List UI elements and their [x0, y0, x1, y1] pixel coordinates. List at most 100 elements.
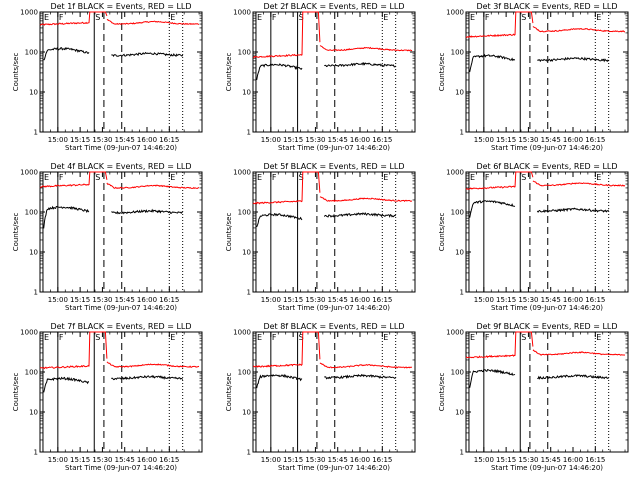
x-tick-label: 15:00 — [48, 296, 68, 304]
y-tick-label: 10 — [242, 249, 251, 257]
panel-title: Det 9f BLACK = Events, RED = LLD — [476, 322, 617, 331]
x-tick-label: 15:15 — [496, 296, 516, 304]
x-tick-label: 15:45 — [115, 136, 135, 144]
y-axis-title: Counts/sec — [12, 53, 20, 92]
x-tick-label: 16:15 — [159, 296, 179, 304]
lld-series-line — [253, 11, 413, 59]
x-tick-label: 15:45 — [541, 136, 561, 144]
x-tick-label: 15:30 — [305, 136, 325, 144]
y-tick-label: 1 — [460, 129, 464, 137]
marker-label: E — [44, 173, 49, 182]
chart-panel-7: Det 7f BLACK = Events, RED = LLD 1 10 100 10… — [12, 322, 203, 472]
x-tick-label: 15:15 — [496, 136, 516, 144]
x-tick-label: 15:00 — [261, 296, 281, 304]
x-axis-title: Start Time (09-Jun-07 14:46:20) — [278, 304, 390, 312]
y-axis-title: Counts/sec — [12, 373, 20, 412]
x-tick-label: 16:15 — [585, 136, 605, 144]
y-tick-label: 100 — [25, 369, 38, 377]
x-tick-label: 15:30 — [518, 296, 538, 304]
chart-panel-3: Det 3f BLACK = Events, RED = LLD 1 10 100 10… — [438, 2, 629, 152]
marker-label: S — [521, 173, 526, 182]
x-tick-label: 15:15 — [283, 136, 303, 144]
x-tick-label: 16:00 — [350, 456, 370, 464]
events-series-line — [43, 205, 183, 229]
x-tick-label: 15:30 — [92, 456, 112, 464]
x-tick-label: 15:15 — [70, 456, 90, 464]
x-axis-title: Start Time (09-Jun-07 14:46:20) — [65, 464, 177, 472]
marker-label: S — [521, 333, 526, 342]
marker-label: E — [44, 333, 49, 342]
x-tick-label: 16:15 — [159, 456, 179, 464]
y-tick-label: 1000 — [20, 9, 38, 17]
marker-label: F — [485, 13, 490, 22]
marker-label: S — [95, 333, 100, 342]
marker-label: F — [272, 333, 277, 342]
lld-series-line — [465, 331, 626, 359]
lld-series-line — [252, 171, 412, 205]
marker-label: F — [59, 333, 64, 342]
chart-panel-1: Det 1f BLACK = Events, RED = LLD 1 10 100 10… — [12, 2, 203, 152]
y-tick-label: 1 — [247, 289, 251, 297]
x-tick-label: 15:00 — [474, 456, 494, 464]
marker-label: E — [257, 13, 262, 22]
x-axis-title: Start Time (09-Jun-07 14:46:20) — [65, 144, 177, 152]
x-tick-label: 15:30 — [305, 296, 325, 304]
marker-label: E — [257, 333, 262, 342]
y-tick-label: 1000 — [233, 169, 251, 177]
marker-label: S — [299, 173, 304, 182]
marker-label: F — [272, 173, 277, 182]
x-tick-label: 16:00 — [350, 296, 370, 304]
chart-panel-8: Det 8f BLACK = Events, RED = LLD 1 10 100 10… — [225, 322, 416, 472]
y-tick-label: 100 — [451, 49, 464, 57]
y-tick-label: 1 — [247, 129, 251, 137]
y-axis-title: Counts/sec — [225, 373, 233, 412]
x-tick-label: 16:00 — [563, 456, 583, 464]
x-tick-label: 16:00 — [350, 136, 370, 144]
panel-title: Det 2f BLACK = Events, RED = LLD — [263, 2, 404, 11]
x-tick-label: 15:45 — [541, 296, 561, 304]
x-tick-label: 15:30 — [518, 456, 538, 464]
x-tick-label: 15:15 — [283, 456, 303, 464]
lld-series-line — [39, 171, 200, 189]
y-tick-label: 10 — [29, 249, 38, 257]
x-axis-title: Start Time (09-Jun-07 14:46:20) — [65, 304, 177, 312]
y-tick-label: 1 — [34, 129, 38, 137]
chart-panel-9: Det 9f BLACK = Events, RED = LLD 1 10 100 10… — [438, 322, 629, 472]
plot-frame — [39, 11, 203, 133]
y-tick-label: 1000 — [233, 329, 251, 337]
events-series-line — [469, 369, 609, 388]
events-series-line — [469, 53, 610, 73]
y-axis-title: Counts/sec — [12, 213, 20, 252]
plot-frame — [39, 171, 203, 293]
plot-frame — [465, 11, 629, 133]
x-tick-label: 16:15 — [585, 456, 605, 464]
y-tick-label: 1 — [460, 449, 464, 457]
x-axis-title: Start Time (09-Jun-07 14:46:20) — [491, 304, 603, 312]
x-tick-label: 15:45 — [115, 456, 135, 464]
y-tick-label: 10 — [455, 409, 464, 417]
x-tick-label: 15:45 — [541, 456, 561, 464]
marker-label: E — [383, 13, 388, 22]
x-tick-label: 15:15 — [70, 296, 90, 304]
x-tick-label: 16:15 — [585, 296, 605, 304]
marker-label: E — [596, 173, 601, 182]
x-tick-label: 15:30 — [305, 456, 325, 464]
chart-panel-2: Det 2f BLACK = Events, RED = LLD 1 10 100 10… — [225, 2, 416, 152]
x-tick-label: 15:15 — [496, 456, 516, 464]
plot-frame — [465, 331, 629, 453]
x-tick-label: 16:00 — [137, 296, 157, 304]
x-tick-label: 15:00 — [261, 136, 281, 144]
panel-title: Det 4f BLACK = Events, RED = LLD — [50, 162, 191, 171]
x-tick-label: 15:00 — [474, 296, 494, 304]
y-tick-label: 10 — [242, 409, 251, 417]
y-tick-label: 100 — [238, 209, 251, 217]
y-tick-label: 1 — [34, 449, 38, 457]
panel-title: Det 5f BLACK = Events, RED = LLD — [263, 162, 404, 171]
marker-label: E — [596, 333, 601, 342]
panel-title: Det 6f BLACK = Events, RED = LLD — [476, 162, 617, 171]
x-tick-label: 16:15 — [372, 296, 392, 304]
marker-label: F — [59, 173, 64, 182]
events-series-line — [256, 211, 396, 228]
y-tick-label: 1000 — [446, 9, 464, 17]
chart-panel-5: Det 5f BLACK = Events, RED = LLD 1 10 100 10… — [225, 162, 416, 312]
